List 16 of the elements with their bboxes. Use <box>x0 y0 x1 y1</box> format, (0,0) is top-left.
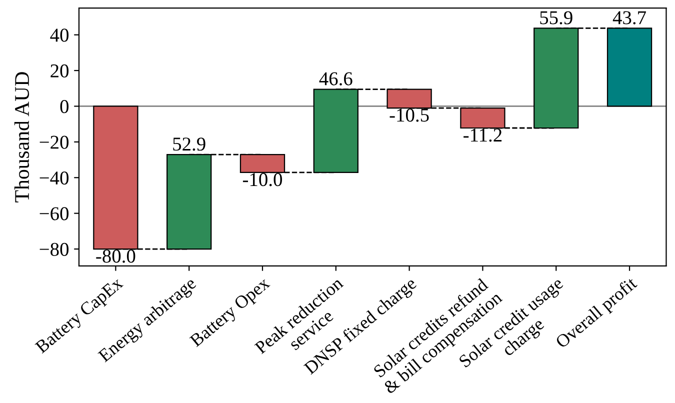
y-tick-label: −80 <box>40 242 69 256</box>
data-label: 52.9 <box>173 138 206 151</box>
y-tick-label: 40 <box>50 28 69 42</box>
y-tick-label: −20 <box>40 136 69 149</box>
data-label: 55.9 <box>540 11 572 24</box>
y-tick-label: 20 <box>50 64 69 78</box>
data-label: 43.7 <box>612 11 646 24</box>
data-label: -10.5 <box>390 108 429 122</box>
y-tick-label: −60 <box>40 207 69 220</box>
y-tick-label: −40 <box>40 171 69 185</box>
data-label: -11.2 <box>464 128 502 142</box>
y-axis-title: Thousand AUD <box>14 72 30 202</box>
data-label: -80.0 <box>96 250 136 263</box>
data-label: 46.6 <box>319 72 352 86</box>
data-label: -10.0 <box>242 173 282 186</box>
y-tick-label: 0 <box>60 100 69 114</box>
